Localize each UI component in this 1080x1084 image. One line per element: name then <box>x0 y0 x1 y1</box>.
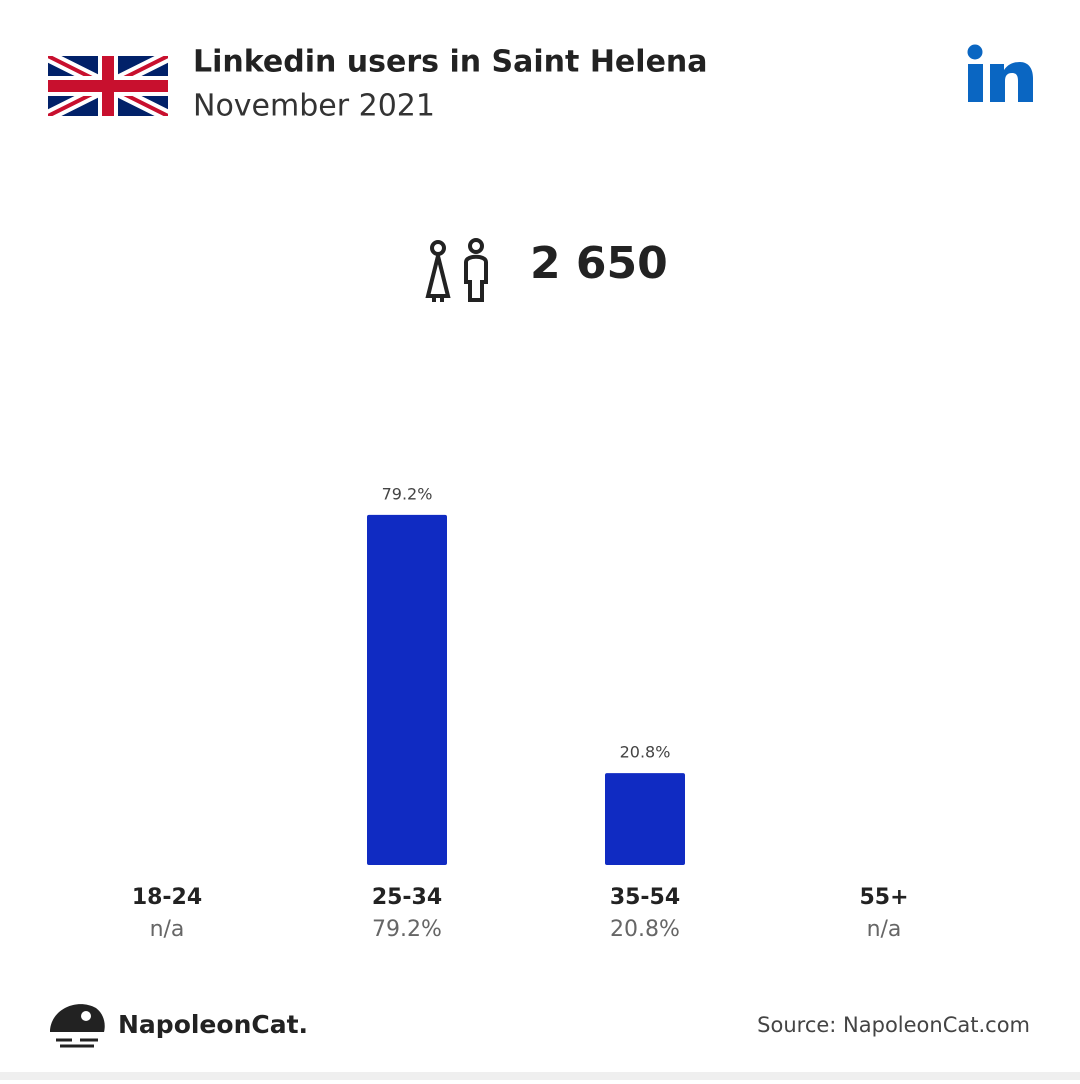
category-value-label: 20.8% <box>610 917 680 942</box>
category-value-label: n/a <box>867 917 902 942</box>
uk-flag <box>48 56 168 116</box>
brand: NapoleonCat. <box>118 1010 308 1039</box>
linkedin-logo <box>967 44 1033 102</box>
category-label: 55+ <box>859 885 908 910</box>
bar <box>367 514 447 865</box>
total-users: 2 650 <box>530 238 668 289</box>
bar-value-label: 79.2% <box>382 484 433 503</box>
people-icon <box>425 238 488 302</box>
footer-strip <box>0 1072 1080 1080</box>
title: Linkedin users in Saint Helena <box>193 45 708 80</box>
bar <box>605 773 685 865</box>
category-label: 35-54 <box>610 885 680 910</box>
source: Source: NapoleonCat.com <box>757 1013 1030 1037</box>
subtitle: November 2021 <box>193 89 435 124</box>
bar-value-label: 20.8% <box>620 743 671 762</box>
napoleoncat-logo <box>50 1004 105 1048</box>
category-value-label: 79.2% <box>372 917 442 942</box>
category-label: 18-24 <box>132 885 202 910</box>
category-value-label: n/a <box>150 917 185 942</box>
category-label: 25-34 <box>372 885 442 910</box>
